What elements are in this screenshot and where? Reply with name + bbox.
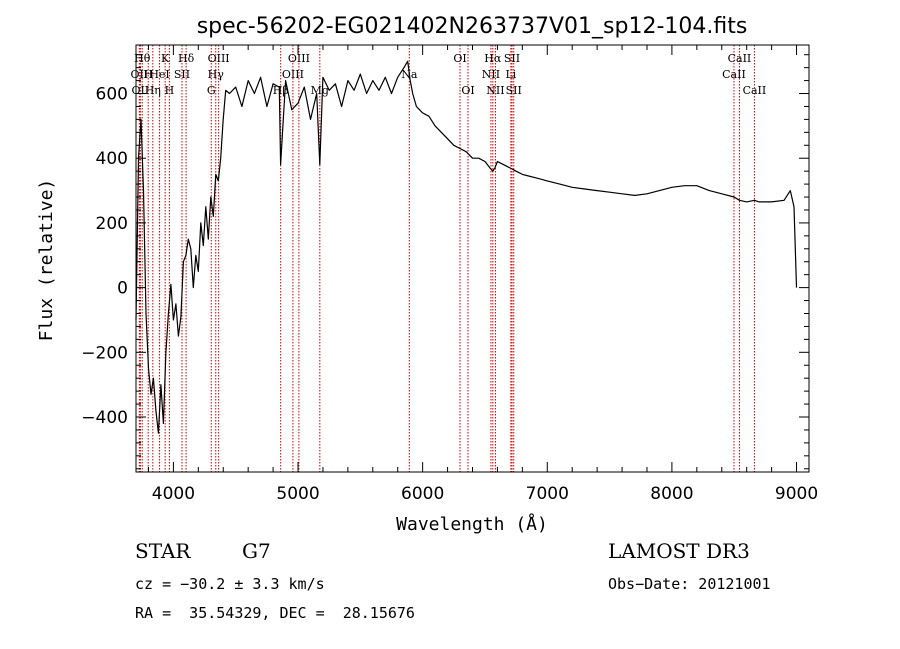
spectral-line-label: NII xyxy=(482,68,500,81)
spectral-line-label: CaII xyxy=(728,52,752,65)
spectral-line-label: OI xyxy=(461,84,474,97)
spectral-line-label: K xyxy=(161,52,170,65)
observation-date: Obs−Date: 20121001 xyxy=(608,575,771,593)
plot-frame xyxy=(135,44,810,473)
spectral-line-label: SII xyxy=(504,52,520,65)
spectral-line-label: NII xyxy=(486,84,504,97)
redshift-velocity: cz = −30.2 ± 3.3 km/s xyxy=(135,575,325,593)
x-tick-label: 5000 xyxy=(276,484,319,504)
spectral-line-label: CaII xyxy=(722,68,746,81)
x-tick-label: 4000 xyxy=(152,484,195,504)
x-tick-label: 7000 xyxy=(526,484,569,504)
spectral-line-label: SII xyxy=(174,68,190,81)
spectral-line-label: OI xyxy=(453,52,466,65)
spectral-line-label: SII xyxy=(506,84,522,97)
spectral-line-markers xyxy=(138,45,755,472)
spectral-line-label: H xyxy=(165,84,175,97)
x-tick-label: 6000 xyxy=(401,484,444,504)
object-type: STAR xyxy=(135,539,191,563)
y-tick-label: 400 xyxy=(96,149,128,169)
y-tick-label: −400 xyxy=(81,408,128,428)
spectral-line-label: Hγ xyxy=(208,68,225,81)
chart-title: spec-56202-EG021402N263737V01_sp12-104.f… xyxy=(197,14,748,39)
coordinates: RA = 35.54329, DEC = 28.15676 xyxy=(135,604,415,622)
object-subclass: G7 xyxy=(242,539,271,563)
y-tick-label: −200 xyxy=(81,343,128,363)
flux-series-line xyxy=(135,60,798,434)
spectral-line-label: Hδ xyxy=(178,52,195,65)
spectral-line-label: G xyxy=(207,84,216,97)
y-tick-label: 600 xyxy=(96,85,128,105)
x-tick-label: 8000 xyxy=(650,484,693,504)
spectral-line-label: Hη xyxy=(145,84,161,97)
y-tick-label: 0 xyxy=(117,279,128,299)
spectral-line-label: Li xyxy=(505,68,516,81)
spectral-line-label: Hα xyxy=(484,52,502,65)
x-tick-label: 9000 xyxy=(775,484,818,504)
y-tick-label: 200 xyxy=(96,214,128,234)
y-axis-ticks: −400 −200 0 200 400 600 xyxy=(81,54,809,470)
spectral-line-label: OIII xyxy=(288,52,310,65)
y-axis-label: Flux (relative) xyxy=(36,179,57,342)
survey-name: LAMOST DR3 xyxy=(608,539,750,563)
spectral-line-labels: HθOIIOIIHHηHeIKHSIIHδGHγOIIIHβOIIIOIIIMg… xyxy=(131,52,767,97)
spectral-line-label: H xyxy=(143,68,153,81)
spectral-line-label: HeI xyxy=(149,68,169,81)
spectral-line-label: OIII xyxy=(208,52,230,65)
x-axis-label: Wavelength (Å) xyxy=(396,513,548,535)
spectral-line-label: CaII xyxy=(743,84,767,97)
spectral-line-label: OII xyxy=(131,68,149,81)
x-axis-ticks: 4000 5000 6000 7000 8000 9000 xyxy=(147,45,818,504)
spectral-line-label: Mg xyxy=(311,84,329,97)
spectral-line-label: OIII xyxy=(282,68,304,81)
spectral-line-label: Hθ xyxy=(134,52,151,65)
